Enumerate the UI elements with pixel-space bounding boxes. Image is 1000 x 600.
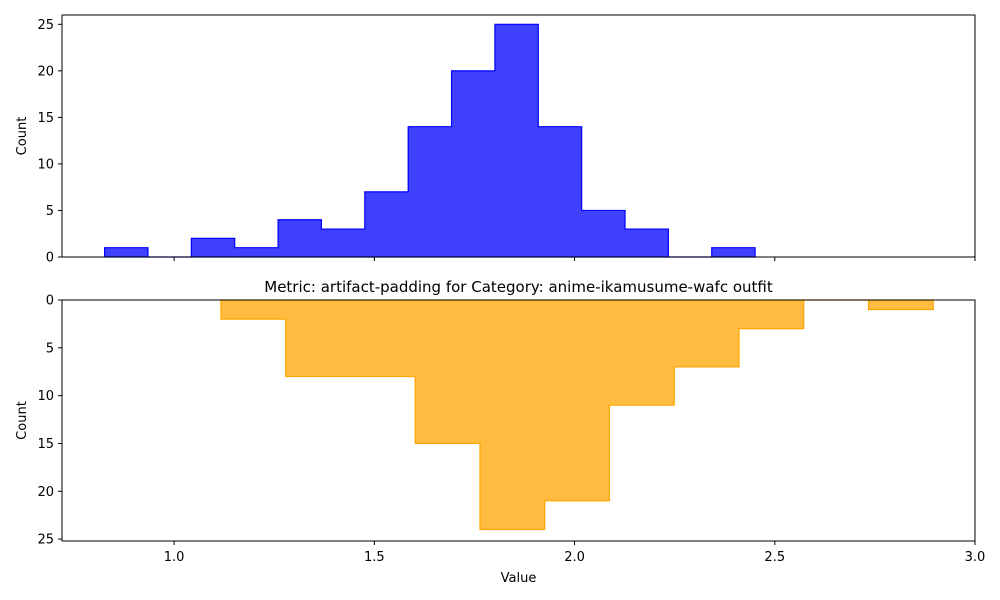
histogram-bin-bottom-2 [350, 300, 415, 377]
histogram-bin-bottom-7 [674, 300, 739, 367]
histogram-bin-top-3 [235, 248, 278, 257]
x-tick-label-bottom-0: 1.0 [164, 550, 185, 565]
histogram-bin-top-10 [538, 127, 581, 257]
histogram-bin-bottom-0 [221, 300, 286, 319]
y-tick-label-bottom-4: 20 [37, 485, 54, 500]
histogram-area-top [104, 23, 756, 258]
top-histogram-panel: 0 5 10 15 20 25 Count [15, 14, 976, 266]
histogram-bin-top-8 [452, 71, 495, 257]
histogram-bin-bottom-3 [415, 300, 480, 443]
x-tick-label-bottom-4: 3.0 [965, 550, 986, 565]
histogram-bin-top-9 [495, 24, 538, 257]
y-tick-label-top-4: 20 [37, 64, 54, 79]
axes-frame-top [61, 14, 976, 258]
histogram-bin-top-12 [625, 229, 668, 257]
histogram-bin-top-14 [712, 248, 755, 257]
histogram-bin-top-7 [408, 127, 451, 257]
x-tick-label-bottom-1: 1.5 [364, 550, 385, 565]
y-axis-label-top: Count [15, 117, 30, 156]
histogram-bin-top-5 [321, 229, 364, 257]
y-tick-label-bottom-2: 10 [37, 389, 54, 404]
histogram-bin-bottom-5 [545, 300, 610, 501]
y-tick-label-bottom-0: 0 [46, 294, 54, 309]
y-axis-label-bottom: Count [15, 401, 30, 440]
histogram-bin-top-6 [365, 192, 408, 257]
chart-title-bottom: Metric: artifact-padding for Category: a… [264, 278, 773, 296]
histogram-bin-bottom-10 [868, 300, 933, 310]
x-tick-label-bottom-2: 2.0 [564, 550, 585, 565]
x-axis-label-bottom: Value [501, 571, 537, 586]
histogram-bin-bottom-1 [286, 300, 351, 377]
y-tick-label-bottom-1: 5 [46, 341, 54, 356]
histogram-area-bottom [220, 299, 934, 531]
axes-frame-bottom [61, 299, 976, 542]
histogram-bin-bottom-6 [609, 300, 674, 405]
histogram-bin-top-11 [582, 210, 625, 257]
histogram-bin-bottom-4 [480, 300, 545, 530]
histogram-bin-bottom-8 [739, 300, 804, 329]
histogram-bin-top-0 [105, 248, 148, 257]
histogram-bin-top-2 [191, 238, 234, 257]
x-tick-label-bottom-3: 2.5 [764, 550, 785, 565]
y-tick-label-top-1: 5 [46, 204, 54, 219]
y-tick-label-bottom-3: 15 [37, 437, 54, 452]
y-tick-label-top-3: 15 [37, 111, 54, 126]
y-tick-label-top-2: 10 [37, 157, 54, 172]
histogram-bin-top-4 [278, 220, 321, 257]
y-tick-label-top-5: 25 [37, 18, 54, 33]
y-tick-label-top-0: 0 [46, 251, 54, 266]
bottom-histogram-panel: 1.0 1.5 2.0 2.5 3.0 0 5 10 15 20 25 Count Value Metri… [15, 278, 985, 586]
y-tick-label-bottom-5: 25 [37, 533, 54, 548]
